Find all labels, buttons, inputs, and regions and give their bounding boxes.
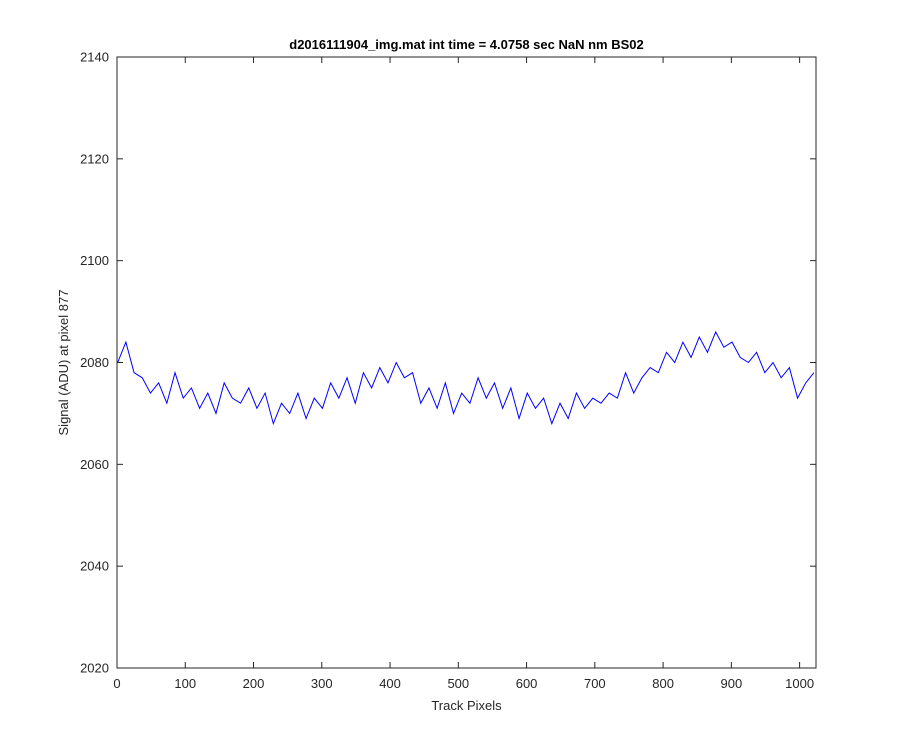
x-tick-label: 0 — [113, 676, 120, 691]
x-tick-label: 400 — [379, 676, 401, 691]
x-tick-label: 100 — [174, 676, 196, 691]
series-layer — [117, 330, 815, 426]
y-tick-label: 2140 — [80, 50, 109, 65]
x-tick-label: 1000 — [785, 676, 814, 691]
y-tick-label: 2100 — [80, 253, 109, 268]
y-tick-label: 2020 — [80, 661, 109, 676]
x-tick-label: 200 — [243, 676, 265, 691]
plot-area — [117, 57, 816, 668]
y-axis-label: Signal (ADU) at pixel 877 — [56, 290, 71, 436]
x-tick-label: 600 — [516, 676, 538, 691]
x-tick-label: 300 — [311, 676, 333, 691]
y-tick-label: 2040 — [80, 559, 109, 574]
x-axis-label: Track Pixels — [431, 698, 502, 713]
x-tick-label: 900 — [721, 676, 743, 691]
series-line-0 — [117, 330, 815, 426]
y-tick-label: 2060 — [80, 457, 109, 472]
x-tick-label: 800 — [652, 676, 674, 691]
ticks-layer: 0 100 200 300 400 500 600 700 800 900 1000 2020 2040… — [80, 50, 816, 691]
x-tick-label: 500 — [447, 676, 469, 691]
axes-frame — [116, 56, 817, 669]
y-tick-label: 2080 — [80, 355, 109, 370]
y-tick-label: 2120 — [80, 151, 109, 166]
x-tick-label: 700 — [584, 676, 606, 691]
chart-title: d2016111904_img.mat int time = 4.0758 se… — [289, 37, 643, 52]
